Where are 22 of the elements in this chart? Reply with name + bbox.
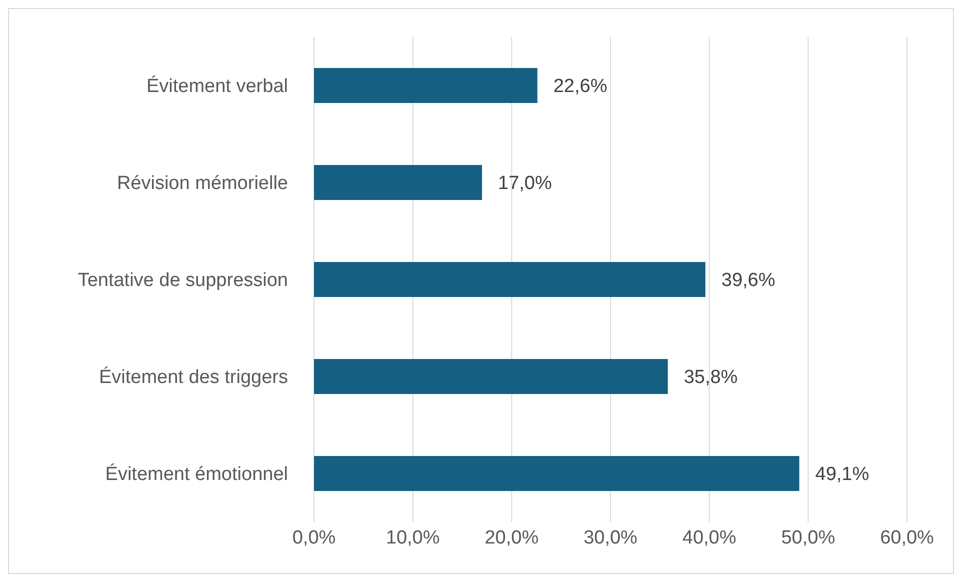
x-tick-label: 50,0% [781, 527, 836, 548]
bar [314, 456, 800, 491]
bar [314, 262, 706, 297]
y-tick-label: Évitement des triggers [98, 366, 288, 388]
x-tick-label: 40,0% [682, 527, 736, 548]
data-label: 35,8% [684, 367, 738, 388]
bar [314, 359, 668, 394]
y-tick-label: Évitement émotionnel [105, 463, 288, 486]
y-tick-label: Révision mémorielle [116, 173, 288, 194]
x-tick-label: 60,0% [880, 527, 934, 548]
data-label: 17,0% [498, 173, 552, 194]
bar [314, 165, 482, 200]
y-tick-label: Tentative de suppression [78, 270, 288, 292]
x-tick-label: 0,0% [292, 527, 336, 548]
x-tick-label: 10,0% [386, 527, 440, 548]
x-tick-label: 30,0% [584, 527, 638, 548]
data-label: 49,1% [815, 464, 870, 486]
data-label: 39,6% [721, 270, 776, 292]
data-label: 22,6% [553, 76, 608, 98]
x-tick-label: 20,0% [484, 527, 539, 548]
y-tick-label: Évitement verbal [146, 75, 288, 98]
bar [314, 68, 538, 103]
